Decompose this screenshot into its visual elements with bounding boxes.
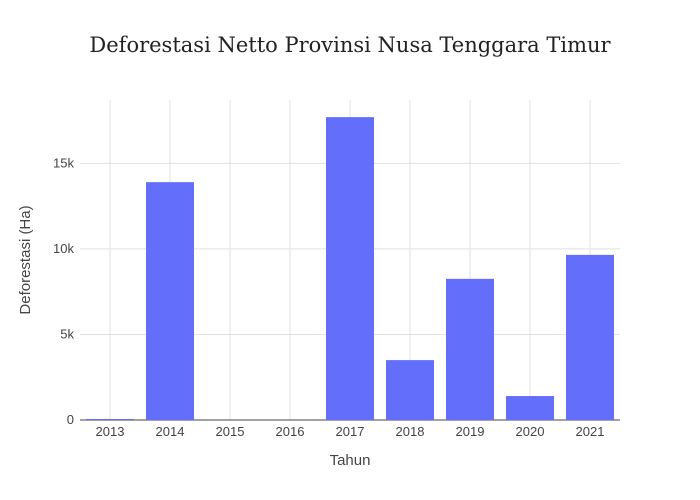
x-tick-label: 2018 — [396, 424, 425, 439]
y-tick-label: 10k — [53, 241, 74, 256]
chart-title: Deforestasi Netto Provinsi Nusa Tenggara… — [89, 33, 611, 57]
y-axis-ticks: 0 5k 10k 15k — [53, 155, 74, 427]
bar-2018 — [386, 360, 434, 420]
bar-2021 — [566, 254, 614, 420]
x-tick-label: 2019 — [456, 424, 485, 439]
y-tick-label: 5k — [60, 326, 74, 341]
x-tick-label: 2014 — [156, 424, 185, 439]
x-axis-title: Tahun — [330, 452, 371, 469]
x-tick-label: 2020 — [516, 424, 545, 439]
x-tick-label: 2017 — [336, 424, 365, 439]
bar-2013 — [86, 418, 134, 420]
bar-2019 — [446, 278, 494, 420]
bar-2017 — [326, 117, 374, 420]
bar-2020 — [506, 396, 554, 420]
y-tick-label: 0 — [67, 412, 74, 427]
x-tick-label: 2013 — [96, 424, 125, 439]
x-axis-ticks: 2013 2014 2015 2016 2017 2018 2019 2020 2021 — [96, 424, 605, 439]
x-tick-label: 2015 — [216, 424, 245, 439]
bar-2014 — [146, 182, 194, 420]
y-axis-title: Deforestasi (Ha) — [17, 205, 34, 314]
bars — [86, 117, 614, 420]
x-tick-label: 2016 — [276, 424, 305, 439]
y-tick-label: 15k — [53, 155, 74, 170]
x-tick-label: 2021 — [576, 424, 605, 439]
